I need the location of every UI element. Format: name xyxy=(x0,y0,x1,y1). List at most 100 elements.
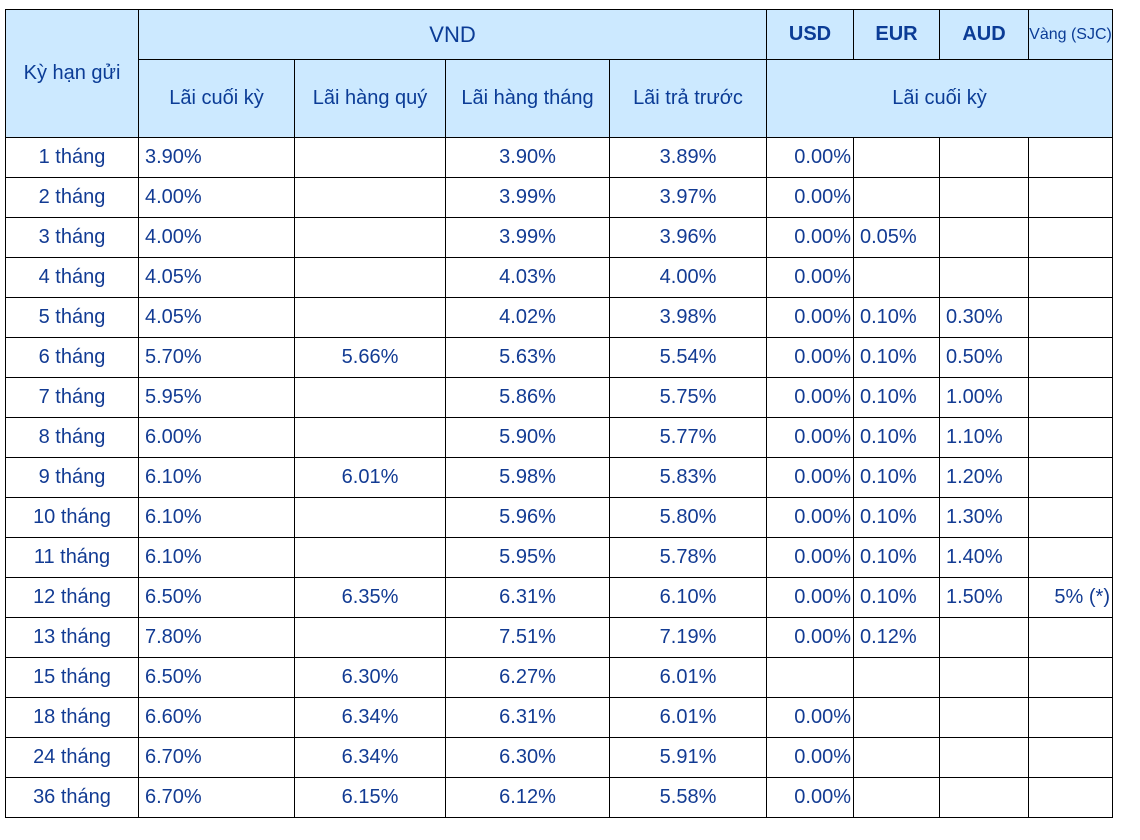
eur-cell xyxy=(853,257,940,298)
gold-cell xyxy=(1028,337,1113,378)
end-of-term-cell: 6.60% xyxy=(138,697,295,738)
table-row: 3 tháng 4.00% 3.99% 3.96% 0.00% 0.05% xyxy=(5,217,1113,258)
usd-cell: 0.00% xyxy=(766,137,854,178)
monthly-header: Lãi hàng tháng xyxy=(445,59,610,138)
table-row: 4 tháng 4.05% 4.03% 4.00% 0.00% xyxy=(5,257,1113,298)
usd-cell: 0.00% xyxy=(766,177,854,218)
aud-cell xyxy=(939,737,1029,778)
monthly-cell: 5.86% xyxy=(445,377,610,418)
table-row: 18 tháng 6.60% 6.34% 6.31% 6.01% 0.00% xyxy=(5,697,1113,738)
gold-cell xyxy=(1028,697,1113,738)
eur-cell: 0.10% xyxy=(853,417,940,458)
monthly-cell: 6.31% xyxy=(445,697,610,738)
eur-header: EUR xyxy=(853,9,940,60)
usd-cell: 0.00% xyxy=(766,417,854,458)
monthly-cell: 6.30% xyxy=(445,737,610,778)
table-row: 11 tháng 6.10% 5.95% 5.78% 0.00% 0.10% 1.40% xyxy=(5,537,1113,578)
eur-cell: 0.12% xyxy=(853,617,940,658)
usd-cell: 0.00% xyxy=(766,737,854,778)
monthly-cell: 7.51% xyxy=(445,617,610,658)
usd-cell: 0.00% xyxy=(766,217,854,258)
table-row: 12 tháng 6.50% 6.35% 6.31% 6.10% 0.00% 0.10% 1.… xyxy=(5,577,1113,618)
quarterly-cell xyxy=(294,137,446,178)
aud-cell xyxy=(939,177,1029,218)
term-cell: 12 tháng xyxy=(5,577,139,618)
monthly-cell: 5.63% xyxy=(445,337,610,378)
usd-cell: 0.00% xyxy=(766,297,854,338)
quarterly-cell: 6.15% xyxy=(294,777,446,818)
eur-cell xyxy=(853,657,940,698)
table-row: 2 tháng 4.00% 3.99% 3.97% 0.00% xyxy=(5,177,1113,218)
term-cell: 13 tháng xyxy=(5,617,139,658)
end-of-term-cell: 5.95% xyxy=(138,377,295,418)
end-of-term-cell: 3.90% xyxy=(138,137,295,178)
gold-cell xyxy=(1028,297,1113,338)
aud-cell: 1.30% xyxy=(939,497,1029,538)
vnd-header: VND xyxy=(138,9,767,60)
prepaid-cell: 5.91% xyxy=(609,737,767,778)
term-cell: 10 tháng xyxy=(5,497,139,538)
gold-cell xyxy=(1028,537,1113,578)
quarterly-cell: 5.66% xyxy=(294,337,446,378)
term-cell: 36 tháng xyxy=(5,777,139,818)
table-row: 10 tháng 6.10% 5.96% 5.80% 0.00% 0.10% 1.30% xyxy=(5,497,1113,538)
quarterly-cell xyxy=(294,617,446,658)
monthly-cell: 6.27% xyxy=(445,657,610,698)
table-row: 8 tháng 6.00% 5.90% 5.77% 0.00% 0.10% 1.10% xyxy=(5,417,1113,458)
aud-header: AUD xyxy=(939,9,1029,60)
monthly-cell: 5.98% xyxy=(445,457,610,498)
usd-cell: 0.00% xyxy=(766,537,854,578)
table-row: 36 tháng 6.70% 6.15% 6.12% 5.58% 0.00% xyxy=(5,777,1113,818)
gold-cell xyxy=(1028,177,1113,218)
eur-cell xyxy=(853,777,940,818)
clipped-title-strip xyxy=(0,0,1140,8)
eur-cell: 0.10% xyxy=(853,377,940,418)
table-row: 13 tháng 7.80% 7.51% 7.19% 0.00% 0.12% xyxy=(5,617,1113,658)
quarterly-cell xyxy=(294,217,446,258)
aud-cell: 0.50% xyxy=(939,337,1029,378)
prepaid-cell: 6.10% xyxy=(609,577,767,618)
term-header: Kỳ hạn gửi xyxy=(5,9,139,138)
gold-cell xyxy=(1028,777,1113,818)
monthly-cell: 4.03% xyxy=(445,257,610,298)
prepaid-cell: 3.96% xyxy=(609,217,767,258)
gold-cell xyxy=(1028,217,1113,258)
quarterly-cell xyxy=(294,497,446,538)
monthly-cell: 3.99% xyxy=(445,177,610,218)
eur-cell: 0.10% xyxy=(853,577,940,618)
table-row: 15 tháng 6.50% 6.30% 6.27% 6.01% xyxy=(5,657,1113,698)
usd-cell: 0.00% xyxy=(766,257,854,298)
usd-cell: 0.00% xyxy=(766,457,854,498)
prepaid-cell: 5.58% xyxy=(609,777,767,818)
end-of-term-cell: 6.00% xyxy=(138,417,295,458)
prepaid-cell: 4.00% xyxy=(609,257,767,298)
end-of-term-header: Lãi cuối kỳ xyxy=(138,59,295,138)
usd-cell: 0.00% xyxy=(766,777,854,818)
end-of-term-cell: 4.00% xyxy=(138,217,295,258)
term-cell: 15 tháng xyxy=(5,657,139,698)
end-of-term-cell: 6.10% xyxy=(138,497,295,538)
end-of-term-cell: 6.10% xyxy=(138,537,295,578)
eur-cell xyxy=(853,137,940,178)
gold-cell xyxy=(1028,137,1113,178)
end-of-term-cell: 7.80% xyxy=(138,617,295,658)
prepaid-cell: 5.83% xyxy=(609,457,767,498)
end-of-term-cell: 6.10% xyxy=(138,457,295,498)
prepaid-cell: 5.77% xyxy=(609,417,767,458)
prepaid-cell: 7.19% xyxy=(609,617,767,658)
table-row: 6 tháng 5.70% 5.66% 5.63% 5.54% 0.00% 0.10% 0.5… xyxy=(5,337,1113,378)
term-cell: 24 tháng xyxy=(5,737,139,778)
gold-cell xyxy=(1028,657,1113,698)
prepaid-header: Lãi trả trước xyxy=(609,59,767,138)
eur-cell xyxy=(853,177,940,218)
gold-cell xyxy=(1028,617,1113,658)
gold-cell xyxy=(1028,417,1113,458)
aud-cell: 1.10% xyxy=(939,417,1029,458)
quarterly-cell: 6.01% xyxy=(294,457,446,498)
aud-cell: 1.00% xyxy=(939,377,1029,418)
eur-cell xyxy=(853,737,940,778)
end-of-term-cell: 6.50% xyxy=(138,577,295,618)
end-of-term-cell: 4.05% xyxy=(138,257,295,298)
gold-cell xyxy=(1028,497,1113,538)
quarterly-cell xyxy=(294,377,446,418)
